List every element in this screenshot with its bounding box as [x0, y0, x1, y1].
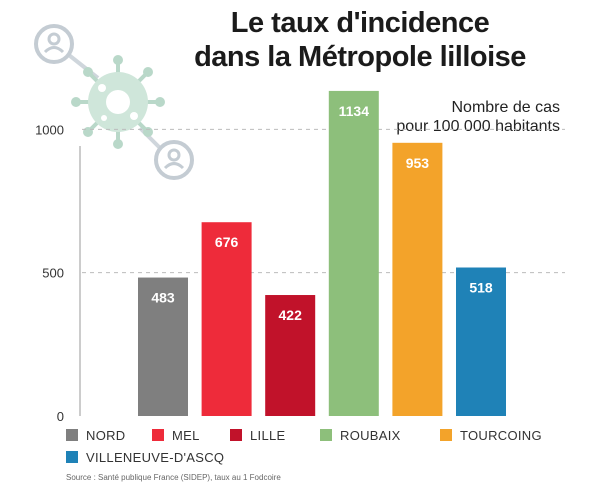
data-label: 676	[215, 234, 239, 250]
bar-tourcoing	[392, 142, 443, 416]
bar-roubaix	[328, 90, 379, 417]
subtitle-line-2: pour 100 000 habitants	[396, 118, 560, 135]
legend-swatch	[320, 429, 332, 441]
legend-label: MEL	[172, 427, 200, 443]
legend-item-tourcoing: TOURCOING	[440, 428, 542, 443]
virus-network-icon	[20, 18, 200, 198]
legend-swatch	[66, 429, 78, 441]
source-note: Source : Santé publique France (SIDEP), …	[66, 473, 281, 482]
legend-swatch	[152, 429, 164, 441]
y-tick-label: 500	[42, 266, 64, 281]
data-label: 1134	[339, 103, 370, 119]
legend-row-1: NORD MEL LILLE ROUBAIX TOURCOING	[66, 424, 586, 446]
data-label: 483	[151, 290, 175, 306]
title-line-1: Le taux d'incidence	[230, 7, 490, 39]
legend-item-mel: MEL	[152, 428, 230, 443]
data-label: 422	[279, 307, 303, 323]
legend-label: VILLENEUVE-D'ASCQ	[86, 449, 225, 465]
y-tick-label: 0	[57, 409, 64, 424]
data-label: 518	[469, 280, 493, 296]
legend-label: LILLE	[250, 427, 286, 443]
legend-label: NORD	[86, 427, 126, 443]
legend-item-lille: LILLE	[230, 428, 320, 443]
legend-label: ROUBAIX	[340, 427, 401, 443]
y-tick-label: 1000	[35, 122, 64, 137]
chart-legend: NORD MEL LILLE ROUBAIX TOURCOING VILLENE…	[66, 424, 586, 468]
bar-lille	[265, 295, 316, 416]
legend-item-villeneuve-dascq: VILLENEUVE-D'ASCQ	[66, 450, 224, 465]
bar-nord	[138, 277, 188, 416]
data-label: 953	[406, 155, 430, 171]
bar-mel	[201, 222, 252, 416]
legend-swatch	[230, 429, 242, 441]
legend-item-roubaix: ROUBAIX	[320, 428, 440, 443]
title-line-2: dans la Métropole lilloise	[194, 41, 526, 73]
legend-swatch	[440, 429, 452, 441]
legend-row-2: VILLENEUVE-D'ASCQ	[66, 446, 586, 468]
legend-label: TOURCOING	[460, 427, 542, 443]
chart-subtitle: Nombre de cas pour 100 000 habitants	[300, 98, 560, 136]
subtitle-line-1: Nombre de cas	[451, 99, 561, 116]
chart-title: Le taux d'incidence dans la Métropole li…	[150, 6, 570, 74]
bar-villeneuve-d-ascq	[456, 267, 506, 416]
legend-item-nord: NORD	[66, 428, 152, 443]
legend-swatch	[66, 451, 78, 463]
